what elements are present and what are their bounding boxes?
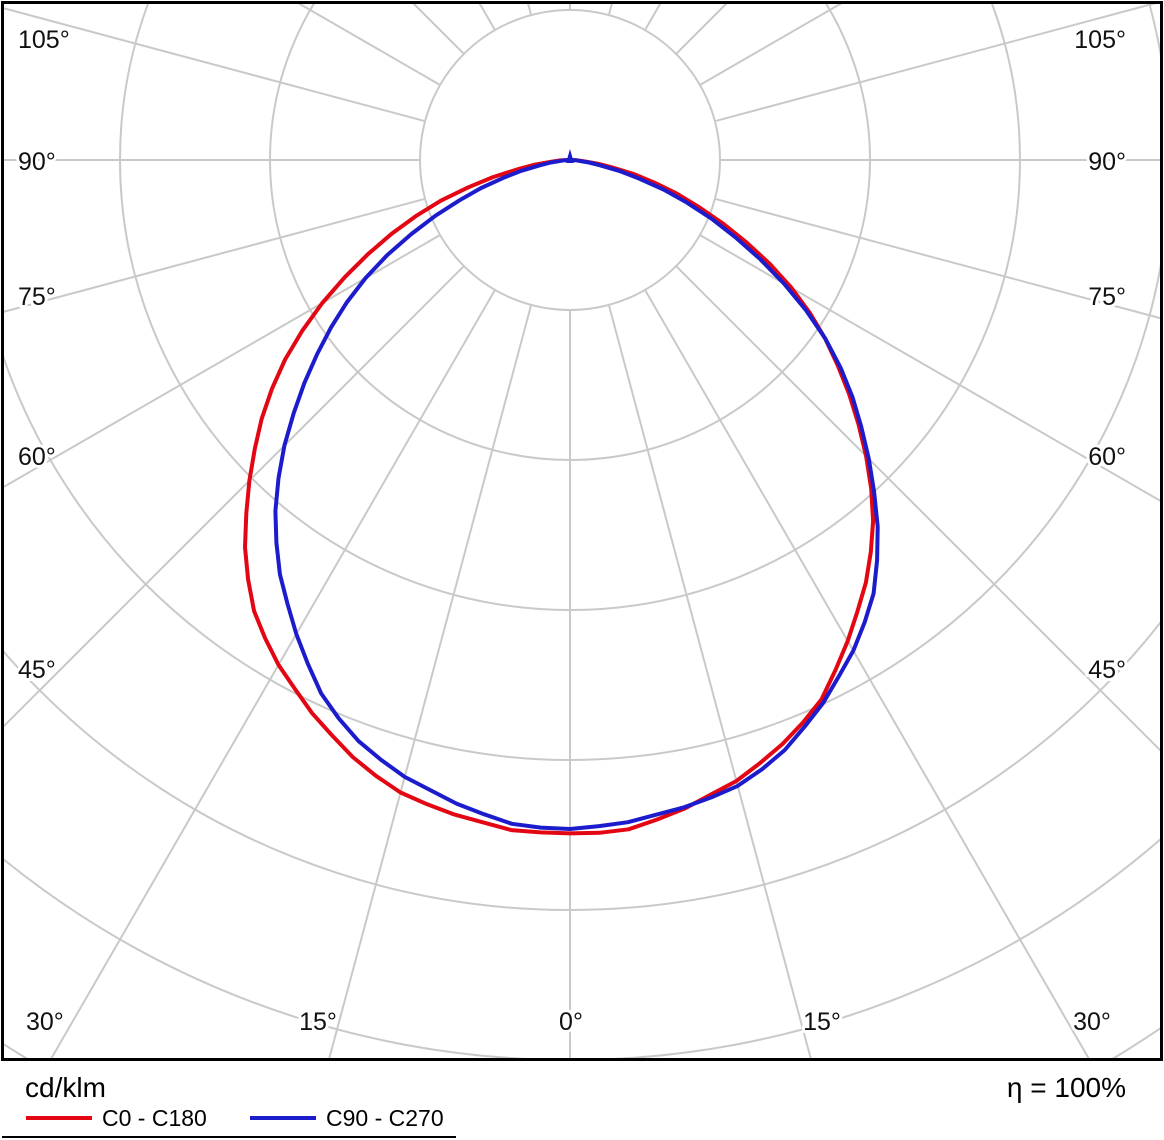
grid-ray [50,289,496,1058]
chart-footer: cd/klm η = 100% C0 - C180 C90 - C270 [2,1072,1126,1138]
curves [243,158,880,836]
angle-labels: 105° 90° 75° 60° 45° 30° 15° 0° 15° 30° 105° 90° 75°… [15,23,1129,1039]
angle-label: 90° [1088,148,1126,176]
legend-label-c90-c270: C90 - C270 [326,1105,444,1131]
grid-ray [328,304,533,1058]
curve-c90-c270 [273,158,880,831]
angle-label: 15° [299,1008,337,1036]
angle-label: 30° [26,1008,64,1036]
angle-label: 105° [1074,26,1126,54]
units-label: cd/klm [25,1072,106,1103]
grid-ray [714,197,1160,320]
grid-ray [4,234,441,488]
angle-label: 105° [18,26,70,54]
grid-ray [4,265,465,728]
legend: C0 - C180 C90 - C270 [2,1105,456,1138]
legend-label-c0-c180: C0 - C180 [102,1105,207,1131]
curve-c0-c180 [243,158,876,836]
angle-label: 45° [1088,656,1126,684]
grid-ray [4,7,426,123]
center-spike-marker [566,149,574,163]
grid-ray [644,289,1090,1058]
angle-label: 75° [1088,283,1126,311]
grid-ray [699,234,1160,502]
grid-ray [607,304,812,1058]
angle-label: 60° [18,443,56,471]
grid-ray [675,265,1160,752]
angle-label: 45° [18,656,56,684]
angle-label: 75° [18,283,56,311]
angle-label: 30° [1073,1008,1111,1036]
grid-ray [4,197,426,313]
angle-label: 0° [559,1008,583,1036]
plot-frame [1,1,1163,1061]
angle-label: 90° [18,148,56,176]
angle-label: 15° [803,1008,841,1036]
grid-ray [714,4,1157,123]
angle-label: 60° [1088,443,1126,471]
efficiency-label: η = 100% [1007,1072,1126,1103]
